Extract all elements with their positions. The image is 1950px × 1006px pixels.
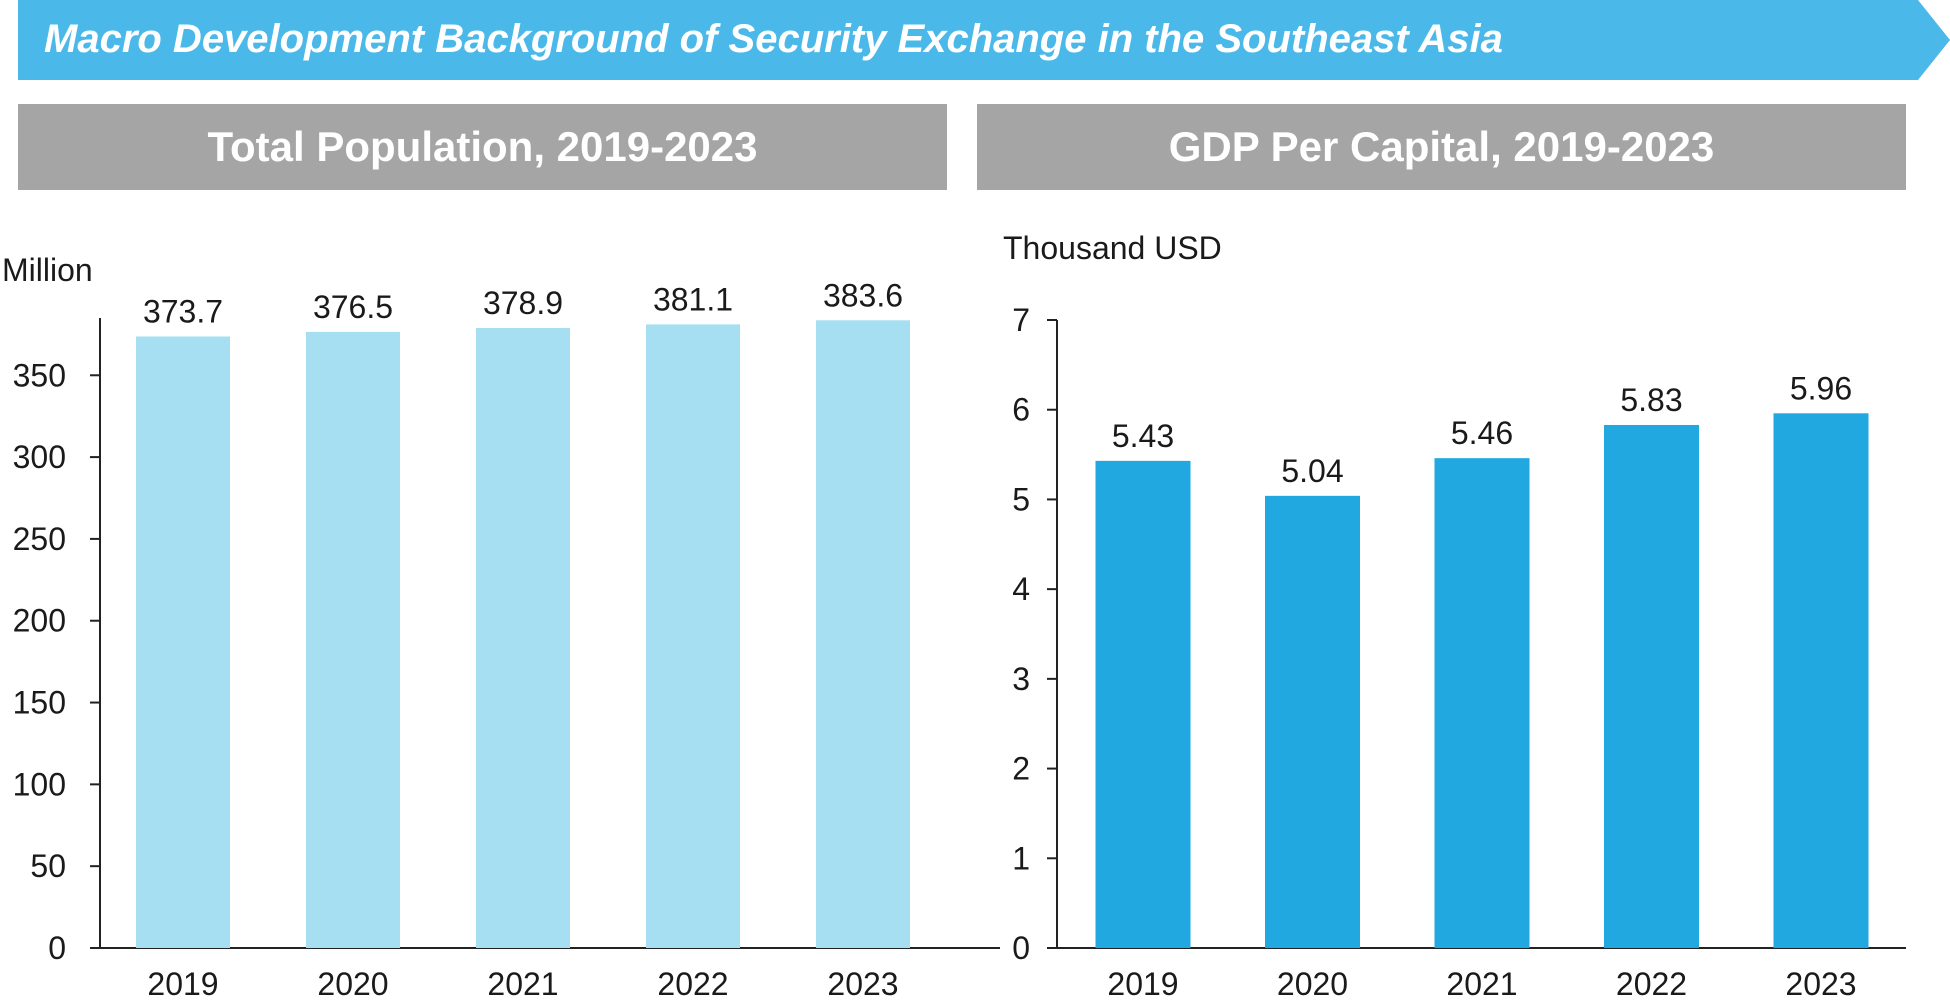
gdp-y-tick-label: 1 [1012,840,1030,876]
gdp-x-tick-label: 2021 [1446,966,1517,1002]
population-y-tick-label: 300 [13,439,66,475]
population-y-tick-label: 50 [30,848,66,884]
population-y-tick-label: 0 [48,930,66,966]
title-banner [18,0,1950,80]
gdp-y-tick-label: 5 [1012,481,1030,517]
gdp-data-label: 5.96 [1790,370,1852,406]
gdp-y-tick-label: 7 [1012,302,1030,338]
population-data-label: 383.6 [823,277,903,313]
population-x-tick-label: 2022 [657,966,728,1002]
population-y-tick-label: 150 [13,685,66,721]
population-y-tick-label: 100 [13,766,66,802]
population-bar [136,336,230,948]
gdp-data-label: 5.04 [1281,453,1343,489]
population-data-label: 378.9 [483,285,563,321]
population-bar [476,327,570,948]
gdp-x-tick-label: 2019 [1107,966,1178,1002]
population-unit-label: Million [2,252,93,288]
gdp-y-tick-label: 4 [1012,571,1030,607]
gdp-bar [1773,413,1869,948]
gdp-unit-label: Thousand USD [1003,230,1222,266]
gdp-y-tick-label: 2 [1012,751,1030,787]
gdp-y-tick-label: 0 [1012,930,1030,966]
population-x-tick-label: 2023 [827,966,898,1002]
population-data-label: 373.7 [143,293,223,329]
population-panel-title: Total Population, 2019-2023 [207,123,758,170]
gdp-bar [1095,460,1191,948]
gdp-x-tick-label: 2023 [1785,966,1856,1002]
population-x-tick-label: 2021 [487,966,558,1002]
gdp-bar [1265,495,1360,948]
gdp-panel-title: GDP Per Capital, 2019-2023 [1168,123,1715,170]
population-x-tick-label: 2020 [317,966,388,1002]
population-y-tick-label: 350 [13,357,66,393]
gdp-data-label: 5.46 [1451,415,1513,451]
population-bar [306,331,400,949]
gdp-y-tick-label: 6 [1012,392,1030,428]
population-y-tick-label: 250 [13,521,66,557]
population-bar [816,320,910,949]
banner-title: Macro Development Background of Security… [44,17,1503,61]
population-data-label: 381.1 [653,281,733,317]
gdp-panel-header: GDP Per Capital, 2019-2023 [977,104,1906,190]
population-panel-header: Total Population, 2019-2023 [18,104,947,190]
gdp-data-label: 5.43 [1112,418,1174,454]
population-data-label: 376.5 [313,289,393,325]
gdp-y-tick-label: 3 [1012,661,1030,697]
population-bar [646,324,740,948]
gdp-data-label: 5.83 [1620,382,1682,418]
gdp-bar [1604,424,1699,949]
population-x-tick-label: 2019 [147,966,218,1002]
gdp-bar [1434,458,1530,948]
population-y-tick-label: 200 [13,603,66,639]
gdp-x-tick-label: 2020 [1277,966,1348,1002]
gdp-x-tick-label: 2022 [1616,966,1687,1002]
